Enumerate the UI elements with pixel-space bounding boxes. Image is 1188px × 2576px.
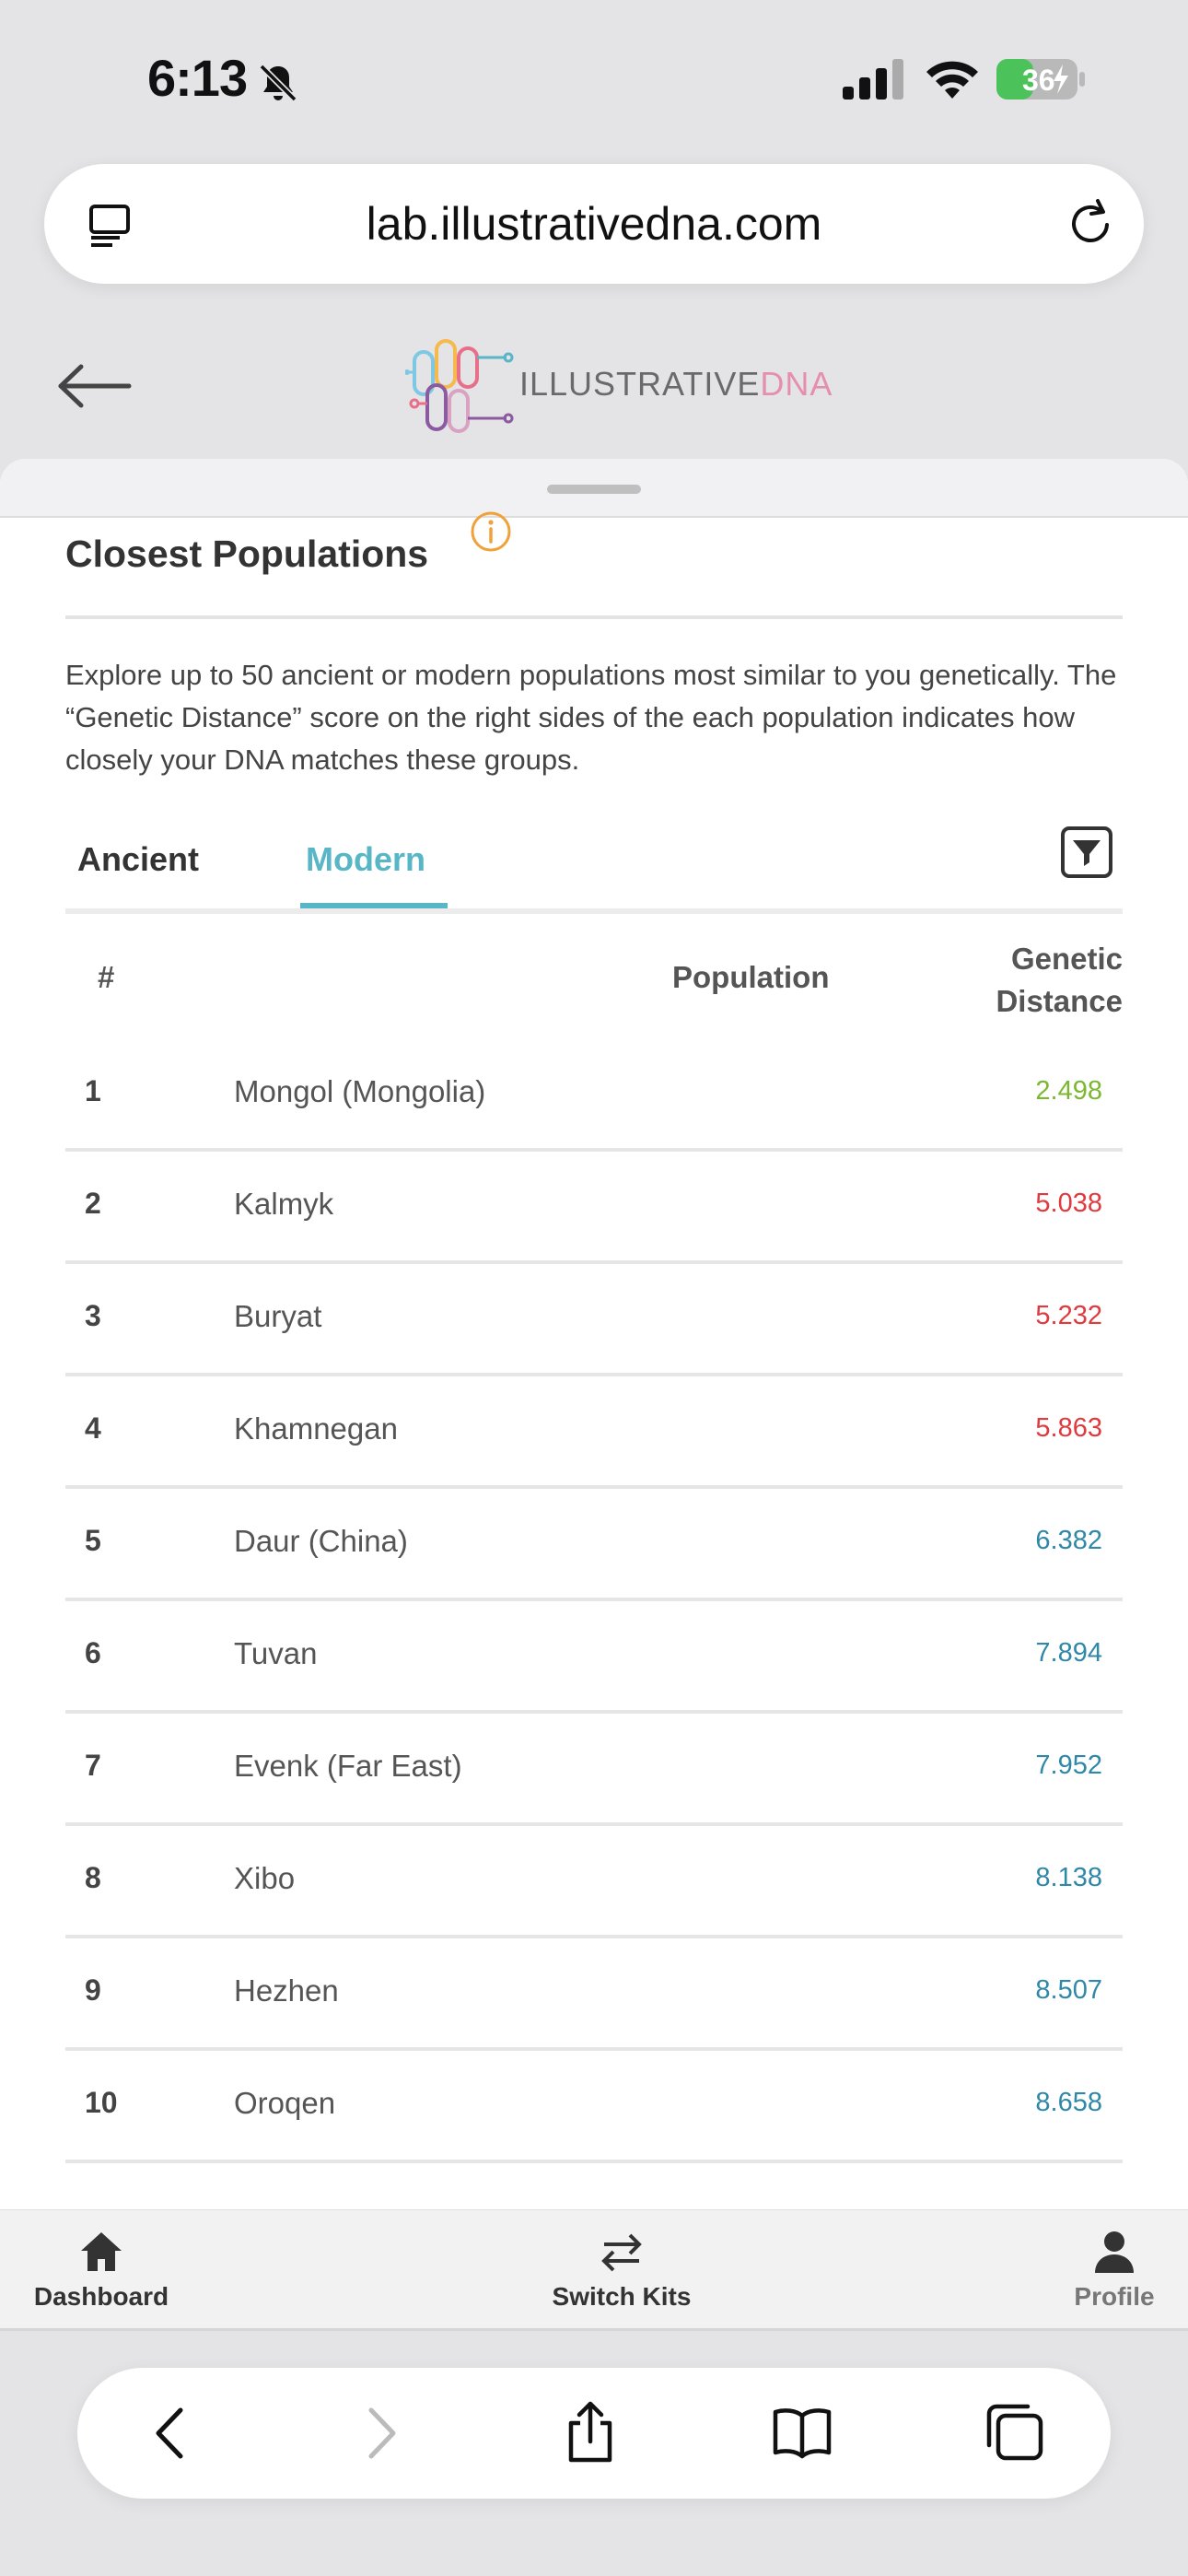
nav-dashboard[interactable]: Dashboard xyxy=(28,2229,175,2312)
address-bar[interactable]: lab.illustrativedna.com xyxy=(44,164,1144,284)
tabs-divider xyxy=(65,908,1123,914)
browser-toolbar xyxy=(77,2368,1111,2499)
row-rank: 9 xyxy=(85,1973,101,2007)
row-population-name: Evenk (Far East) xyxy=(234,1749,462,1783)
filter-icon xyxy=(1073,840,1101,866)
home-icon xyxy=(81,2232,122,2271)
user-icon xyxy=(1095,2231,1134,2273)
status-time: 6:13 xyxy=(147,49,248,107)
nav-switch-kits[interactable]: Switch Kits xyxy=(539,2229,705,2312)
dna-logo-icon xyxy=(404,339,514,433)
section-description: Explore up to 50 ancient or modern popul… xyxy=(65,659,1117,776)
row-population-name: Oroqen xyxy=(234,2086,336,2120)
row-genetic-distance: 5.038 xyxy=(1035,1188,1102,1218)
url-text[interactable]: lab.illustrativedna.com xyxy=(366,198,822,250)
row-genetic-distance: 7.894 xyxy=(1035,1638,1102,1668)
grab-handle[interactable] xyxy=(547,485,641,494)
row-genetic-distance: 5.863 xyxy=(1035,1413,1102,1443)
row-genetic-distance: 2.498 xyxy=(1035,1076,1102,1106)
row-population-name: Xibo xyxy=(234,1861,296,1895)
row-population-name: Mongol (Mongolia) xyxy=(234,1074,486,1108)
switch-arrows-icon xyxy=(601,2233,642,2272)
browser-back-icon[interactable] xyxy=(140,2401,204,2465)
browser-forward-icon[interactable] xyxy=(347,2401,412,2465)
table-row[interactable]: 10 Oroqen 8.658 xyxy=(65,2051,1123,2163)
filter-button[interactable] xyxy=(1061,826,1112,878)
row-rank: 7 xyxy=(85,1749,101,1782)
row-genetic-distance: 6.382 xyxy=(1035,1526,1102,1555)
section-title: Closest Populations xyxy=(65,533,429,575)
table-row[interactable]: 7 Evenk (Far East) 7.952 xyxy=(65,1714,1123,1826)
row-population-name: Daur (China) xyxy=(234,1524,408,1558)
nav-profile[interactable]: Profile xyxy=(1059,2229,1170,2312)
row-rank: 5 xyxy=(85,1524,101,1557)
row-population-name: Khamnegan xyxy=(234,1411,398,1446)
row-genetic-distance: 7.952 xyxy=(1035,1751,1102,1780)
row-rank: 4 xyxy=(85,1411,101,1445)
page-menu-icon[interactable] xyxy=(87,201,136,251)
table-row[interactable]: 6 Tuvan 7.894 xyxy=(65,1601,1123,1714)
row-rank: 2 xyxy=(85,1187,101,1220)
site-logo[interactable]: ILLUSTRATIVEDNA xyxy=(404,330,832,440)
populations-table: 1 Mongol (Mongolia) 2.498 2 Kalmyk 5.038 3 Bury… xyxy=(65,1039,1123,2163)
site-header: ILLUSTRATIVEDNA xyxy=(0,310,1188,457)
svg-text:36: 36 xyxy=(1022,64,1055,97)
tab-modern[interactable]: Modern xyxy=(306,840,425,878)
table-row[interactable]: 4 Khamnegan 5.863 xyxy=(65,1376,1123,1489)
column-header-genetic-distance: Genetic Distance xyxy=(996,942,1123,1018)
table-row[interactable]: 8 Xibo 8.138 xyxy=(65,1826,1123,1938)
row-population-name: Tuvan xyxy=(234,1636,318,1670)
table-row[interactable]: 5 Daur (China) 6.382 xyxy=(65,1489,1123,1601)
row-rank: 6 xyxy=(85,1636,101,1669)
table-row[interactable]: 1 Mongol (Mongolia) 2.498 xyxy=(65,1039,1123,1152)
logo-text: ILLUSTRATIVEDNA xyxy=(519,365,833,403)
tab-ancient[interactable]: Ancient xyxy=(77,840,200,878)
row-population-name: Kalmyk xyxy=(234,1187,334,1221)
info-icon[interactable] xyxy=(470,510,512,553)
battery-icon: 36 xyxy=(996,59,1085,100)
row-population-name: Hezhen xyxy=(234,1973,339,2008)
row-rank: 8 xyxy=(85,1861,101,1894)
cellular-signal-icon xyxy=(843,59,903,100)
wifi-icon xyxy=(926,61,978,99)
column-header-rank: # xyxy=(98,960,115,994)
row-population-name: Buryat xyxy=(234,1299,322,1333)
table-row[interactable]: 2 Kalmyk 5.038 xyxy=(65,1152,1123,1264)
column-header-population: Population xyxy=(672,960,830,994)
table-row[interactable]: 9 Hezhen 8.507 xyxy=(65,1938,1123,2051)
row-genetic-distance: 8.507 xyxy=(1035,1975,1102,2005)
title-divider xyxy=(65,615,1123,619)
row-rank: 3 xyxy=(85,1299,101,1332)
bookmarks-icon[interactable] xyxy=(770,2401,834,2465)
status-bar: 6:13 36 xyxy=(0,0,1188,157)
row-rank: 1 xyxy=(85,1074,101,1107)
bell-off-icon xyxy=(259,64,297,102)
active-tab-indicator xyxy=(300,903,448,908)
tabs-icon[interactable] xyxy=(982,2401,1046,2465)
row-genetic-distance: 8.658 xyxy=(1035,2088,1102,2117)
share-icon[interactable] xyxy=(558,2401,623,2465)
row-genetic-distance: 8.138 xyxy=(1035,1863,1102,1892)
row-rank: 10 xyxy=(85,2086,118,2119)
app-bottom-nav: Dashboard Switch Kits Profile xyxy=(0,2209,1188,2331)
results-sheet: Closest Populations Explore up to 50 anc… xyxy=(0,459,1188,2209)
row-genetic-distance: 5.232 xyxy=(1035,1301,1102,1330)
table-row[interactable]: 3 Buryat 5.232 xyxy=(65,1264,1123,1376)
reload-icon[interactable] xyxy=(1065,197,1116,249)
back-arrow-icon[interactable] xyxy=(55,363,133,409)
